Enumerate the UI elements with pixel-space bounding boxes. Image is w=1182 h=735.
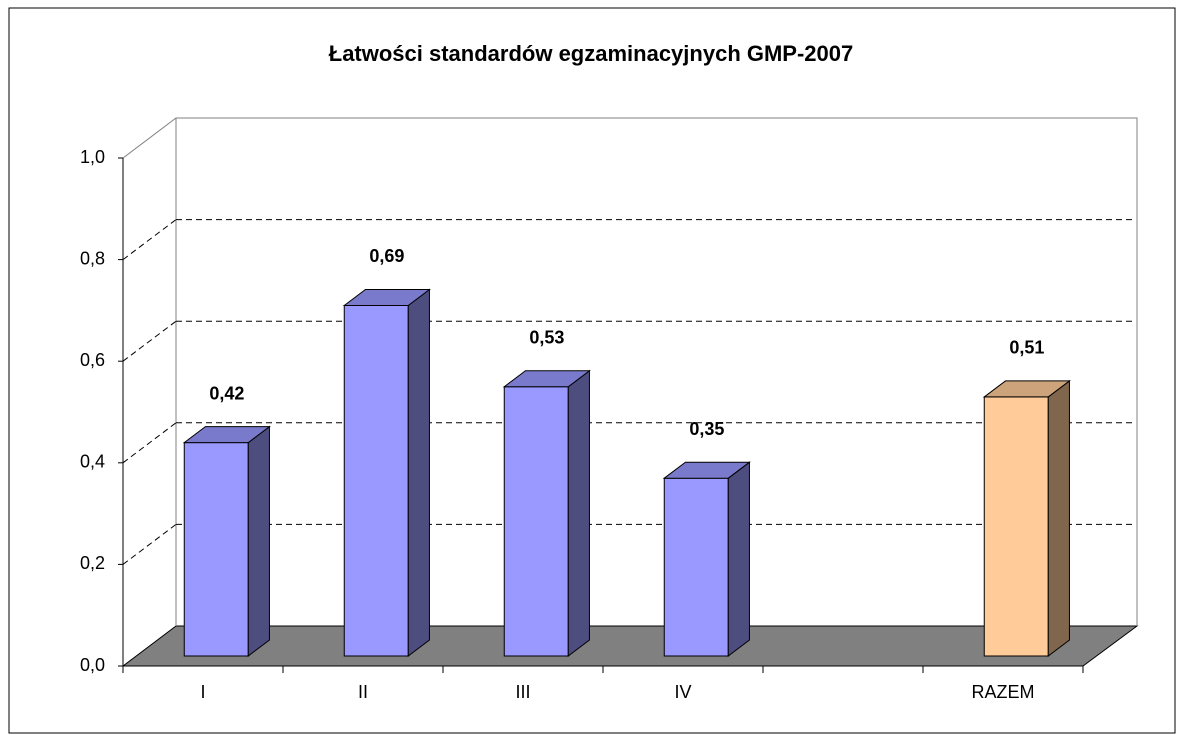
y-tick-label: 0,8 — [80, 248, 105, 268]
value-label: 0,42 — [209, 383, 244, 403]
bar — [983, 396, 1049, 657]
x-tick-label: III — [515, 682, 530, 702]
bar-top — [342, 288, 431, 306]
chart-title: Łatwości standardów egzaminacyjnych GMP-… — [329, 41, 854, 66]
back-wall — [175, 117, 1138, 626]
bar-side — [247, 425, 270, 658]
bar-side — [567, 369, 590, 658]
bar — [183, 442, 249, 657]
bar-top — [982, 380, 1071, 398]
value-label: 0,53 — [529, 328, 564, 348]
x-tick-label: II — [358, 682, 368, 702]
y-tick-label: 1,0 — [80, 147, 105, 167]
bar-top — [502, 370, 591, 388]
y-tick-label: 0,0 — [80, 655, 105, 675]
bar — [503, 386, 569, 657]
grid-line — [122, 320, 177, 362]
value-label: 0,69 — [369, 246, 404, 266]
x-tick-label: IV — [674, 682, 691, 702]
value-label: 0,51 — [1009, 338, 1044, 358]
side-wall-edge — [122, 117, 177, 159]
bar-side — [727, 461, 750, 658]
y-tick-label: 0,2 — [80, 553, 105, 573]
grid-line — [122, 524, 177, 565]
bar-side — [1047, 379, 1070, 658]
y-tick-label: 0,4 — [80, 452, 105, 472]
bar — [663, 477, 729, 657]
bar — [343, 304, 409, 657]
bar-top — [182, 426, 271, 444]
x-tick-label: RAZEM — [972, 682, 1035, 702]
bar-top — [662, 461, 751, 479]
x-tick-label: I — [200, 682, 205, 702]
grid-line — [122, 219, 177, 260]
value-label: 0,35 — [689, 419, 724, 439]
grid-line — [122, 422, 177, 464]
y-tick-label: 0,6 — [80, 350, 105, 370]
bar-side — [407, 288, 430, 658]
